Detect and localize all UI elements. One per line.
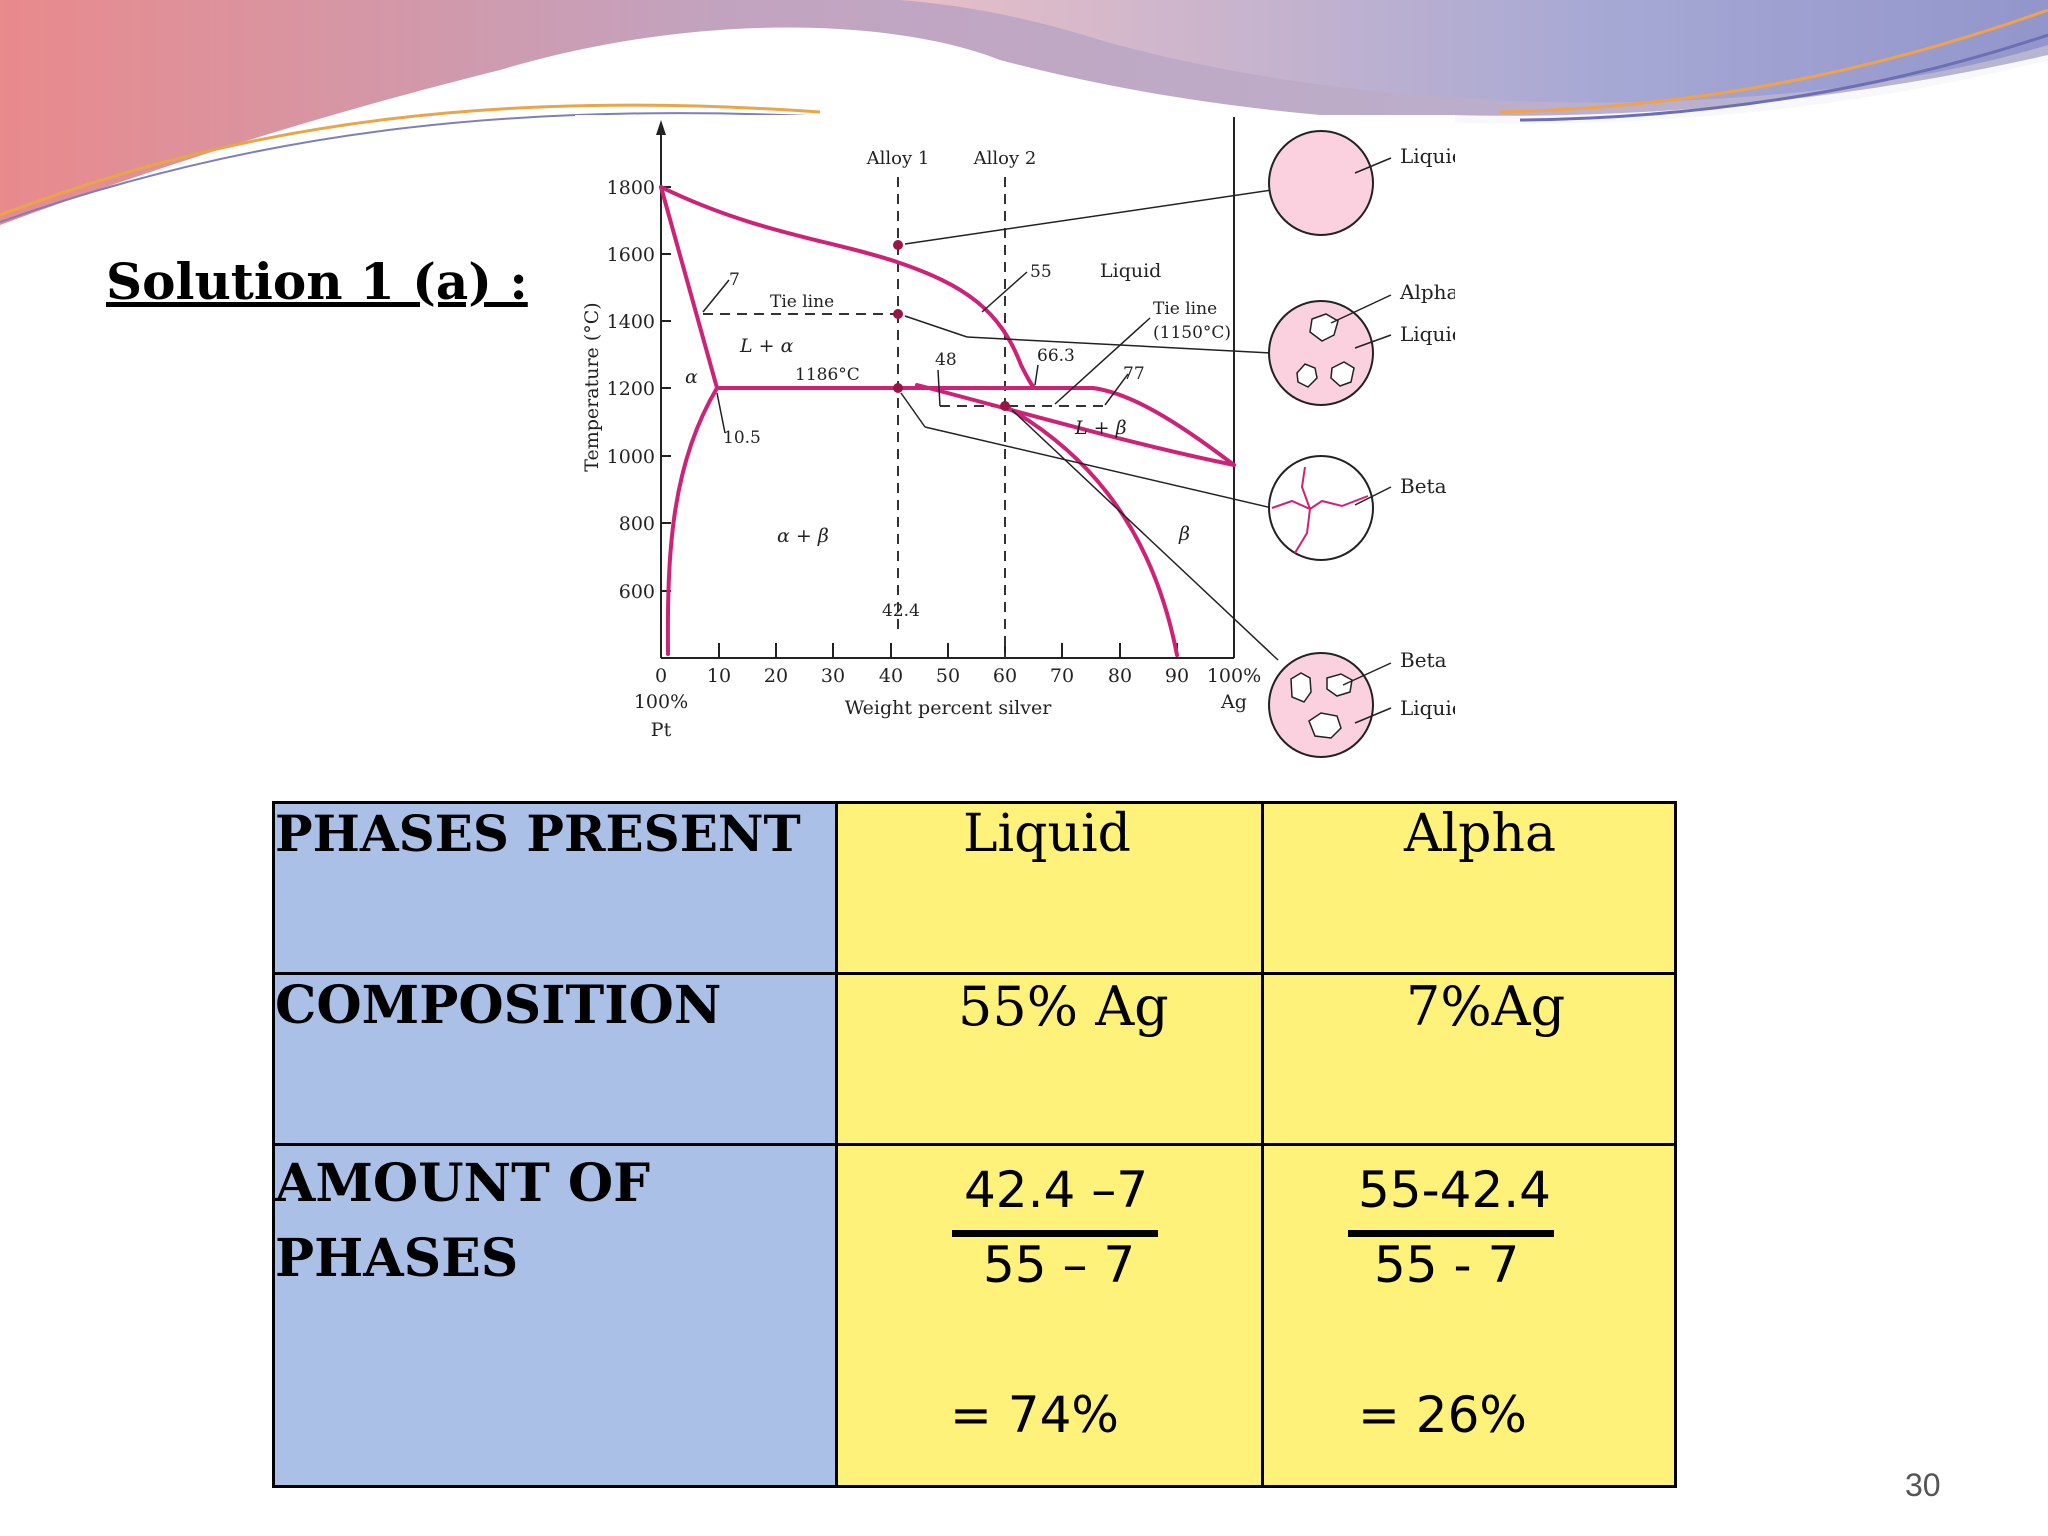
phase-alpha-text: Alpha	[1404, 804, 1556, 864]
fraction-liquid-result: = 74%	[950, 1386, 1119, 1444]
fraction-alpha-result: = 26%	[1358, 1386, 1527, 1444]
label-phases-present: PHASES PRESENT	[272, 801, 838, 975]
table-row-amount: AMOUNT OF PHASES 42.4 –7 55 – 7 = 74% 55…	[272, 1143, 1677, 1488]
marker-alloy1-liquid	[893, 240, 903, 250]
region-l-beta: L + β	[1074, 417, 1127, 439]
value-phase-liquid: Liquid	[835, 801, 1264, 975]
microstructure-beta-liquid: Beta Liquid	[1268, 648, 1455, 758]
label-amount-line1: AMOUNT OF	[275, 1153, 651, 1214]
x-tick-0: 0	[655, 665, 667, 687]
x-tick-30: 30	[821, 665, 845, 687]
x-tick-labels: 0 10 20 30 40 50 60 70 80 90 100% 100% P…	[634, 665, 1261, 741]
y-tick-1400: 1400	[607, 311, 655, 333]
leader-lines	[702, 271, 1151, 434]
annotation-55: 55	[1030, 262, 1052, 282]
x-left-end-element: Pt	[651, 719, 672, 741]
fraction-liquid-bar	[952, 1230, 1158, 1237]
tie-line-label-2: Tie line	[1153, 299, 1217, 319]
tie-line-temp-label: (1150°C)	[1153, 323, 1231, 343]
annotation-77: 77	[1123, 364, 1145, 384]
x-tick-80: 80	[1108, 665, 1132, 687]
table-row-composition: COMPOSITION 55% Ag 7%Ag	[272, 972, 1677, 1146]
x-tick-100: 100%	[1207, 665, 1261, 687]
y-axis-label: Temperature (°C)	[581, 302, 603, 471]
label-amount-line2: PHASES	[275, 1228, 519, 1289]
x-left-end-percent: 100%	[634, 691, 688, 713]
peritectic-temp-label: 1186°C	[795, 365, 860, 385]
x-tick-70: 70	[1050, 665, 1074, 687]
x-tick-10: 10	[707, 665, 731, 687]
pt-ag-phase-diagram: 1800 1600 1400 1200 1000 800 600 Tempera…	[575, 115, 1455, 775]
micro-4-label-liquid: Liquid	[1400, 696, 1455, 720]
micro-2-label-alpha: Alpha	[1399, 280, 1455, 304]
x-tick-60: 60	[993, 665, 1017, 687]
composition-alpha-text: 7%Ag	[1406, 975, 1566, 1038]
annotation-48: 48	[935, 350, 957, 370]
annotation-42-4: 42.4	[882, 601, 920, 621]
phase-liquid-text: Liquid	[963, 804, 1131, 864]
y-tick-800: 800	[619, 513, 655, 535]
marker-alloy1-peritectic	[893, 383, 903, 393]
value-composition-alpha: 7%Ag	[1261, 972, 1677, 1146]
fraction-alpha-bar	[1348, 1230, 1554, 1237]
x-right-end-element: Ag	[1220, 691, 1247, 713]
annotation-66-3: 66.3	[1037, 346, 1075, 366]
value-amount-alpha: 55-42.4 55 - 7 = 26%	[1261, 1143, 1677, 1488]
y-tick-labels: 1800 1600 1400 1200 1000 800 600	[607, 177, 655, 603]
region-alpha-beta: α + β	[777, 525, 829, 547]
slide-title: Solution 1 (a) :	[106, 252, 528, 311]
region-liquid: Liquid	[1100, 260, 1161, 282]
composition-liquid-text: 55% Ag	[958, 975, 1169, 1038]
x-axis-label: Weight percent silver	[845, 697, 1053, 719]
value-phase-alpha: Alpha	[1261, 801, 1677, 975]
marker-alloy2-tie	[1000, 401, 1010, 411]
annotation-7: 7	[729, 270, 740, 290]
micro-2-label-liquid: Liquid	[1400, 322, 1455, 346]
micro-3-label-beta: Beta	[1400, 474, 1447, 498]
y-tick-600: 600	[619, 581, 655, 603]
x-tick-90: 90	[1165, 665, 1189, 687]
composition-annotations: Tie line Tie line (1150°C) 1186°C 7 55 4…	[723, 262, 1231, 621]
x-tick-40: 40	[879, 665, 903, 687]
y-tick-1200: 1200	[607, 378, 655, 400]
region-beta: β	[1178, 523, 1190, 545]
x-tick-50: 50	[936, 665, 960, 687]
microstructure-beta: Beta	[1268, 455, 1447, 561]
label-composition: COMPOSITION	[272, 972, 838, 1146]
phase-analysis-table: PHASES PRESENT Liquid Alpha COMPOSITION …	[272, 801, 1677, 1488]
microstructure-arrows	[900, 189, 1279, 661]
fraction-liquid-denominator: 55 – 7	[983, 1236, 1136, 1294]
label-amount-of-phases: AMOUNT OF PHASES	[272, 1143, 838, 1488]
fraction-liquid: 42.4 –7 55 – 7 = 74%	[838, 1146, 1261, 1485]
alloy-1-label: Alloy 1	[866, 148, 930, 169]
fraction-alpha-numerator: 55-42.4	[1358, 1161, 1551, 1219]
fraction-alpha: 55-42.4 55 - 7 = 26%	[1264, 1146, 1674, 1485]
tie-line-label-1: Tie line	[770, 292, 834, 312]
alloy-labels: Alloy 1 Alloy 2	[866, 148, 1037, 169]
marker-alloy1-tie	[893, 309, 903, 319]
region-alpha: α	[685, 366, 698, 388]
alloy-2-label: Alloy 2	[973, 148, 1037, 169]
x-tick-20: 20	[764, 665, 788, 687]
dashed-guides	[703, 177, 1105, 658]
y-tick-1800: 1800	[607, 177, 655, 199]
fraction-liquid-numerator: 42.4 –7	[964, 1161, 1149, 1219]
microstructure-alpha-liquid: Alpha Liquid	[1268, 280, 1455, 406]
region-l-alpha: L + α	[739, 335, 794, 357]
header-wave-banner	[0, 0, 2048, 240]
value-composition-liquid: 55% Ag	[835, 972, 1264, 1146]
y-tick-1600: 1600	[607, 244, 655, 266]
fraction-alpha-denominator: 55 - 7	[1374, 1236, 1520, 1294]
micro-4-label-beta: Beta	[1400, 648, 1447, 672]
region-labels: Liquid L + α α α + β L + β β	[685, 260, 1190, 547]
microstructure-liquid: Liquid	[1268, 130, 1455, 236]
page-number: 30	[1905, 1467, 1941, 1503]
annotation-10-5: 10.5	[723, 428, 761, 448]
micro-1-label-liquid: Liquid	[1400, 144, 1455, 168]
table-row-phases: PHASES PRESENT Liquid Alpha	[272, 801, 1677, 975]
value-amount-liquid: 42.4 –7 55 – 7 = 74%	[835, 1143, 1264, 1488]
y-tick-1000: 1000	[607, 446, 655, 468]
alloy-markers	[893, 240, 1010, 411]
phase-boundaries	[659, 185, 1236, 657]
